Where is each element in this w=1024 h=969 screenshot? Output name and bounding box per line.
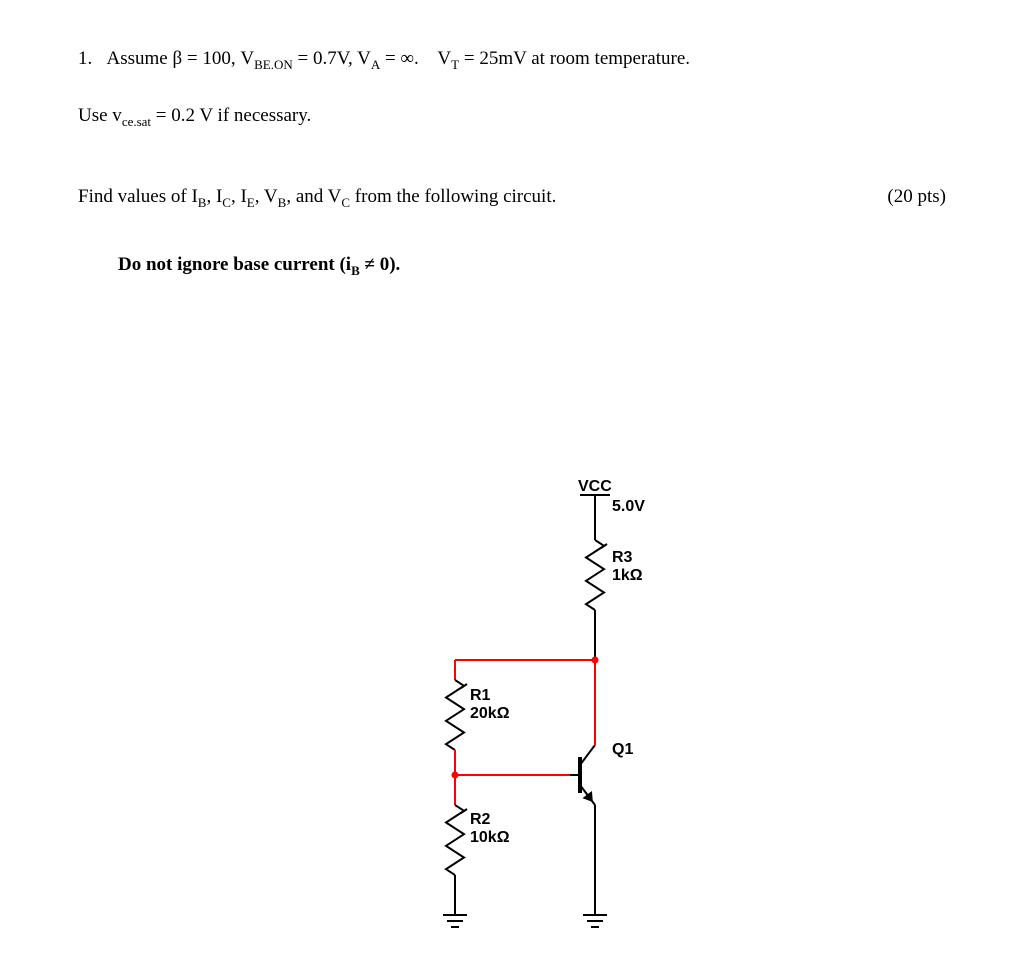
vcesat-line: Use vce.sat = 0.2 V if necessary. bbox=[78, 105, 946, 130]
find-suffix: from the following circuit. bbox=[350, 186, 556, 207]
problem-assumptions-line: 1. Assume β = 100, VBE.ON = 0.7V, VA = ∞… bbox=[78, 48, 946, 73]
ic-sub: C bbox=[222, 194, 231, 209]
find-line: Find values of IB, IC, IE, VB, and VC fr… bbox=[78, 186, 946, 211]
vc-prefix: , and V bbox=[286, 186, 341, 207]
circuit-svg bbox=[420, 485, 720, 945]
note-line: Do not ignore base current (iB ≠ 0). bbox=[118, 254, 946, 279]
r1-value: 20kΩ bbox=[470, 705, 510, 723]
vbeon-text: = 0.7V, V bbox=[293, 48, 371, 69]
q1-label: Q1 bbox=[612, 741, 633, 759]
circuit-diagram: VCC 5.0V R3 1kΩ R1 20kΩ R2 10kΩ Q1 bbox=[420, 485, 720, 945]
note-prefix: Do not ignore base current (i bbox=[118, 254, 351, 275]
assume-text: Assume bbox=[107, 48, 173, 69]
vc-sub: C bbox=[341, 194, 350, 209]
note-suffix: ≠ 0). bbox=[360, 254, 401, 275]
r1-label: R1 bbox=[470, 687, 490, 705]
ic-prefix: , I bbox=[206, 186, 222, 207]
r2-value: 10kΩ bbox=[470, 829, 510, 847]
ie-sub: E bbox=[247, 194, 255, 209]
vt-sub: T bbox=[451, 57, 459, 72]
va-sub: A bbox=[371, 57, 380, 72]
va-text: = ∞. bbox=[380, 48, 419, 69]
vb-prefix: , V bbox=[255, 186, 278, 207]
r2-label: R2 bbox=[470, 811, 490, 829]
vcesat-text: = 0.2 V if necessary. bbox=[151, 105, 311, 126]
vcc-label: VCC bbox=[578, 478, 612, 496]
vb-sub: B bbox=[278, 194, 287, 209]
r3-label: R3 bbox=[612, 549, 632, 567]
vt-text: = 25mV at room temperature. bbox=[459, 48, 690, 69]
beta-text: β = 100, V bbox=[172, 48, 254, 69]
problem-number: 1. bbox=[78, 48, 92, 69]
find-prefix: Find values of I bbox=[78, 186, 198, 207]
vcc-value: 5.0V bbox=[612, 498, 645, 516]
vt-spacer: V bbox=[419, 48, 451, 69]
vcesat-sub: ce.sat bbox=[122, 114, 151, 129]
use-prefix: Use v bbox=[78, 105, 122, 126]
r3-value: 1kΩ bbox=[612, 567, 643, 585]
ie-prefix: , I bbox=[231, 186, 247, 207]
vbeon-sub: BE.ON bbox=[254, 57, 293, 72]
points-label: (20 pts) bbox=[887, 186, 946, 208]
note-sub: B bbox=[351, 263, 360, 278]
